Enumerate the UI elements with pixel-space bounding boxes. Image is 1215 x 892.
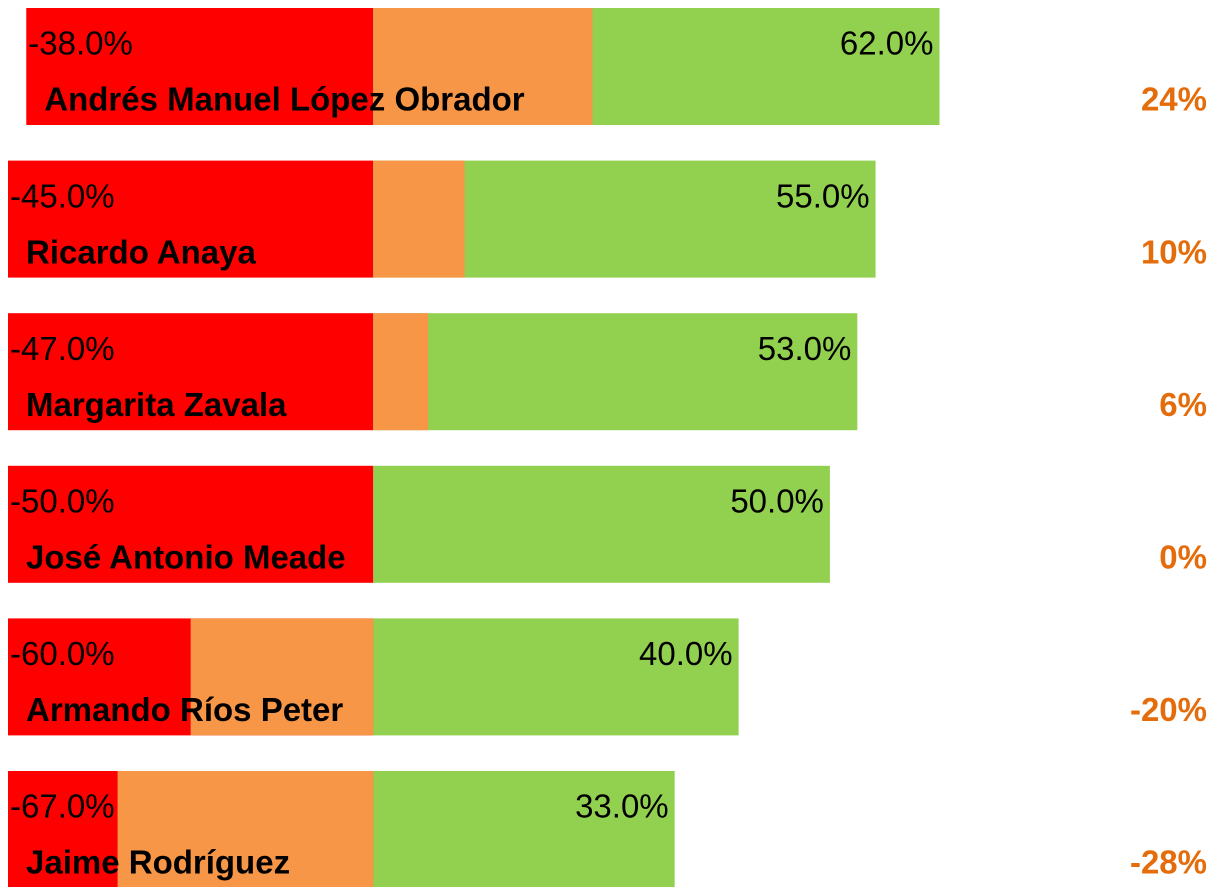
negative-label: -67.0% [10,788,115,825]
positive-label: 40.0% [639,635,733,672]
bar [373,8,593,125]
bar [26,8,374,125]
positive-label: 33.0% [575,788,669,825]
bars [8,8,940,887]
negative-label: -38.0% [28,25,133,62]
category-label: José Antonio Meade [26,539,346,576]
category-label: Ricardo Anaya [26,233,257,270]
net-label: 0% [1159,539,1207,576]
net-label: -20% [1130,691,1207,728]
bar [117,771,374,887]
category-label: Jaime Rodríguez [26,844,290,881]
bar [373,618,739,736]
positive-label: 53.0% [758,330,852,367]
positive-label: 55.0% [776,177,870,214]
category-label: Andrés Manuel López Obrador [44,81,525,118]
negative-label: -50.0% [10,483,115,520]
net-label: 24% [1141,81,1207,118]
negative-label: -60.0% [10,635,115,672]
bar [373,465,830,583]
bar [8,465,374,583]
bar [190,618,374,736]
bar [373,313,858,431]
labels: -38.0% 62.0% Andrés Manuel López Obrador 24… [10,25,1207,881]
net-label: -28% [1130,844,1207,881]
bar [8,313,374,431]
positive-label: 50.0% [730,483,824,520]
bar [373,313,429,431]
negative-label: -47.0% [10,330,115,367]
bar [373,771,675,887]
bar [373,160,465,278]
net-label: 6% [1159,386,1207,423]
bar [8,160,374,278]
category-label: Margarita Zavala [26,386,287,423]
positive-label: 62.0% [840,25,934,62]
category-label: Armando Ríos Peter [26,691,343,728]
negative-label: -45.0% [10,177,115,214]
net-label: 10% [1141,233,1207,270]
